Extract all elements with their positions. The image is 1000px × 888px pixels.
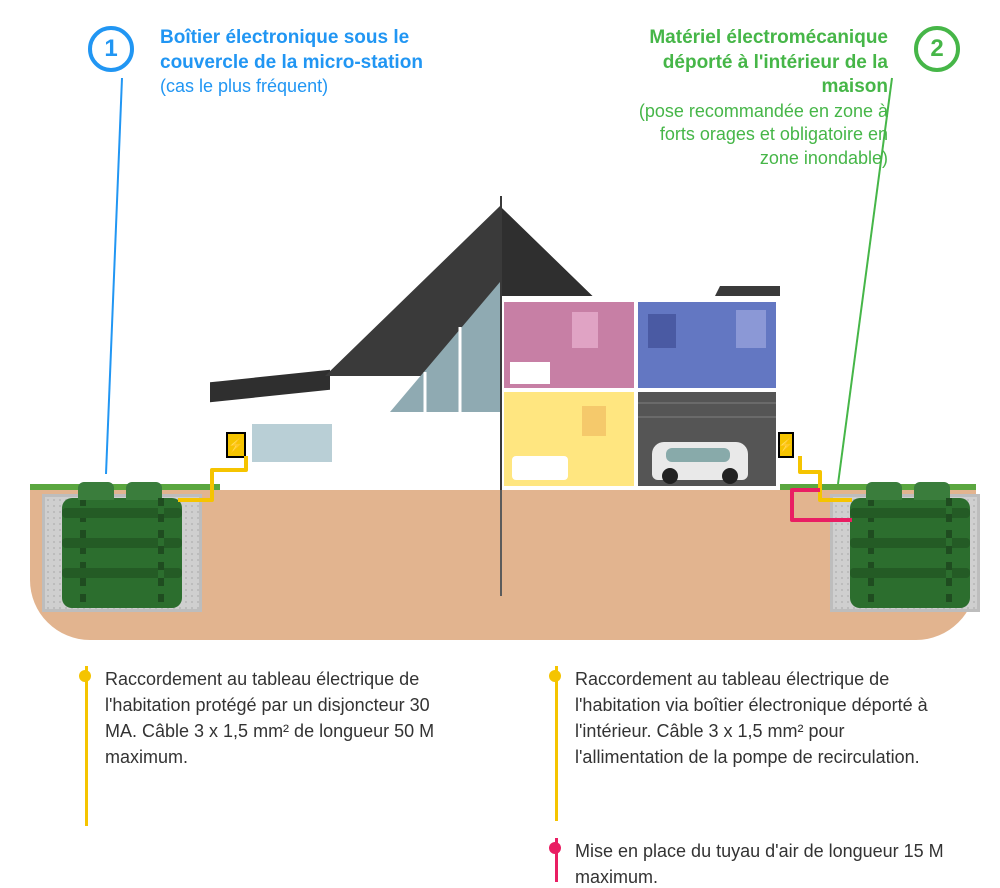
legend-bar-yellow-right: [555, 666, 558, 821]
house: ⚡: [220, 226, 780, 490]
legend-text-right-yellow: Raccordement au tableau électrique de l'…: [575, 666, 945, 770]
room-upper-right: [638, 302, 776, 388]
electrical-box-right: ⚡: [778, 432, 794, 458]
room-upper-left: [504, 302, 634, 388]
legend-right-yellow: Raccordement au tableau électrique de l'…: [575, 666, 945, 770]
callout-left-number-circle: 1: [88, 26, 134, 72]
diagram-canvas: 1 Boîtier électronique sous le couvercle…: [0, 0, 1000, 888]
car: [652, 442, 748, 480]
center-pole: [500, 490, 502, 596]
electrical-box-left: ⚡: [226, 432, 246, 458]
callout-right-title: Matériel électromécanique déporté à l'in…: [628, 26, 888, 100]
callout-left-subtitle: (cas le plus fréquent): [160, 75, 480, 98]
legend-bar-yellow-left: [85, 666, 88, 826]
callout-left-text: Boîtier électronique sous le couvercle d…: [160, 26, 480, 99]
callout-right-text: Matériel électromécanique déporté à l'in…: [628, 26, 888, 170]
tank-right: [850, 498, 970, 608]
lightning-icon: ⚡: [777, 437, 794, 454]
window-ext-left: [250, 422, 334, 464]
legend-right-pink: Mise en place du tuyau d'air de longueur…: [575, 838, 945, 888]
legend-text-left-yellow: Raccordement au tableau électrique de l'…: [105, 666, 435, 770]
legend-bar-pink: [555, 838, 558, 882]
callout-left-title: Boîtier électronique sous le couvercle d…: [160, 26, 480, 75]
room-lower-left: [504, 392, 634, 486]
leader-left: [106, 78, 122, 474]
callout-right-subtitle: (pose recommandée en zone à forts orages…: [628, 100, 888, 170]
lightning-icon: ⚡: [227, 437, 244, 454]
room-garage: [638, 392, 776, 486]
callout-right-number-circle: 2: [914, 26, 960, 72]
legend-left-yellow: Raccordement au tableau électrique de l'…: [105, 666, 435, 770]
legend-text-right-pink: Mise en place du tuyau d'air de longueur…: [575, 838, 945, 888]
tank-left: [62, 498, 182, 608]
